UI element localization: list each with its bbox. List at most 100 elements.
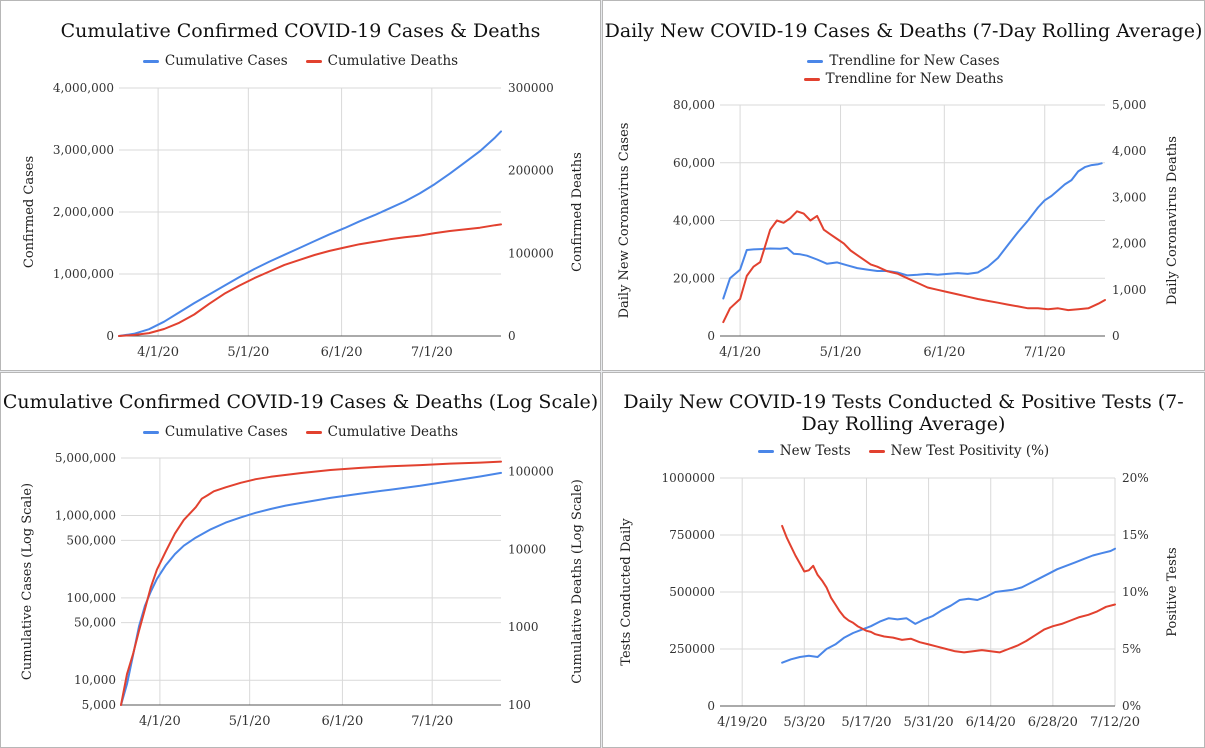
series-line-blue <box>781 547 1116 664</box>
chart-title: Cumulative Confirmed COVID-19 Cases & De… <box>2 391 599 413</box>
y2-axis-title: Cumulative Deaths (Log Scale) <box>570 479 585 684</box>
legend-item-cases[interactable]: Cumulative Cases <box>142 424 288 440</box>
y2-tick-label: 4,000 <box>1112 144 1146 158</box>
x-tick-label: 4/1/20 <box>719 345 761 360</box>
y-tick-label: 100,000 <box>66 591 116 605</box>
legend-swatch-deaths <box>803 77 820 81</box>
chart-legend: Cumulative Cases Cumulative Deaths <box>1 424 600 440</box>
y-tick-label: 60,000 <box>673 156 715 170</box>
legend-label: Cumulative Cases <box>164 53 288 69</box>
x-tick-label: 6/28/20 <box>1028 715 1078 730</box>
x-tick-label: 5/17/20 <box>841 715 891 730</box>
y2-tick-label: 1000 <box>508 620 539 634</box>
y2-axis-title: Daily Coronavirus Deaths <box>1165 136 1180 305</box>
legend-swatch-cases <box>142 430 159 434</box>
y-tick-label: 250000 <box>669 642 715 656</box>
y-tick-label: 80,000 <box>673 98 715 112</box>
legend-item-deaths[interactable]: Trendline for New Deaths <box>803 71 1004 87</box>
y-tick-label: 0 <box>707 699 715 713</box>
legend-item-tests[interactable]: New Tests <box>757 443 851 459</box>
y2-tick-label: 10% <box>1122 585 1149 599</box>
series-line-red <box>120 460 502 706</box>
x-tick-label: 5/3/20 <box>783 715 825 730</box>
chart-title: Cumulative Confirmed COVID-19 Cases & De… <box>60 20 541 42</box>
series-line-red <box>118 223 502 337</box>
y2-tick-label: 3,000 <box>1112 190 1146 204</box>
y2-tick-label: 300000 <box>508 81 554 95</box>
y2-tick-label: 5,000 <box>1112 98 1146 112</box>
legend-item-deaths[interactable]: Cumulative Deaths <box>305 424 459 440</box>
y2-tick-label: 10000 <box>508 542 546 556</box>
series-line-red <box>722 210 1106 324</box>
chart-plot-area[interactable]: 4/1/20 5/1/20 6/1/20 7/1/20 5,000 10,000 50,00… <box>1 373 600 747</box>
chart-plot-area[interactable]: 4/1/20 5/1/20 6/1/20 7/1/20 0 20,000 40,000 60,… <box>603 1 1204 370</box>
y-tick-label: 10,000 <box>74 673 116 687</box>
legend-swatch-cases <box>807 59 824 63</box>
series-line-blue <box>120 471 502 706</box>
y2-axis-title: Confirmed Deaths <box>570 152 585 272</box>
y-tick-label: 5,000 <box>82 698 116 712</box>
y-tick-label: 5,000,000 <box>55 451 116 465</box>
chart-plot-area[interactable]: 4/1/20 5/1/20 6/1/20 7/1/20 0 1,000,000 2,000,… <box>1 1 600 370</box>
x-tick-label: 7/12/20 <box>1090 715 1140 730</box>
chart-panel-tests: Daily New COVID-19 Tests Conducted & Pos… <box>602 372 1205 748</box>
chart-legend: Cumulative Cases Cumulative Deaths <box>1 53 600 69</box>
y2-tick-label: 5% <box>1122 642 1141 656</box>
y-tick-label: 1,000,000 <box>55 509 116 523</box>
y2-tick-label: 100000 <box>508 465 554 479</box>
legend-label: New Tests <box>779 443 851 459</box>
chart-title: Daily New COVID-19 Cases & Deaths (7-Day… <box>604 20 1203 42</box>
y2-tick-label: 200000 <box>508 164 554 178</box>
y-tick-label: 2,000,000 <box>53 205 114 219</box>
y-tick-label: 750000 <box>669 528 715 542</box>
chart-panel-cumulative: Cumulative Confirmed COVID-19 Cases & De… <box>0 0 601 371</box>
y-tick-label: 500000 <box>669 585 715 599</box>
y-tick-label: 1,000,000 <box>53 267 114 281</box>
y2-tick-label: 100 <box>508 698 531 712</box>
chart-legend: New Tests New Test Positivity (%) <box>603 443 1204 459</box>
y2-tick-label: 0 <box>508 329 516 343</box>
y2-tick-label: 2,000 <box>1112 237 1146 251</box>
x-tick-label: 7/1/20 <box>1024 345 1066 360</box>
chart-plot-area[interactable]: 4/19/20 5/3/20 5/17/20 5/31/20 6/14/20 6/28/2… <box>603 373 1204 747</box>
x-tick-label: 6/1/20 <box>321 345 363 360</box>
x-tick-label: 5/1/20 <box>229 714 271 729</box>
y-axis-title: Tests Conducted Daily <box>619 518 634 666</box>
y-tick-label: 500,000 <box>66 533 116 547</box>
legend-swatch-cases <box>142 59 159 63</box>
y2-tick-label: 20% <box>1122 471 1149 485</box>
chart-legend: Trendline for New Cases Trendline for Ne… <box>603 53 1204 87</box>
y-tick-label: 0 <box>707 329 715 343</box>
y-tick-label: 3,000,000 <box>53 143 114 157</box>
legend-swatch-tests <box>757 449 774 453</box>
chart-panel-log: Cumulative Confirmed COVID-19 Cases & De… <box>0 372 601 748</box>
y2-tick-label: 100000 <box>508 246 554 260</box>
series-line-blue <box>118 130 502 337</box>
legend-label: Trendline for New Deaths <box>825 71 1004 87</box>
y-axis-title: Confirmed Cases <box>22 156 37 268</box>
y-tick-label: 0 <box>106 329 114 343</box>
legend-item-cases[interactable]: Cumulative Cases <box>142 53 288 69</box>
legend-item-cases[interactable]: Trendline for New Cases <box>807 53 1000 69</box>
y2-tick-label: 0 <box>1112 329 1120 343</box>
legend-label: New Test Positivity (%) <box>890 443 1050 459</box>
chart-panel-daily: Daily New COVID-19 Cases & Deaths (7-Day… <box>602 0 1205 371</box>
legend-item-deaths[interactable]: Cumulative Deaths <box>305 53 459 69</box>
x-tick-label: 5/1/20 <box>227 345 269 360</box>
x-tick-label: 5/1/20 <box>820 345 862 360</box>
y2-axis-title: Positive Tests <box>1165 547 1180 636</box>
series-line-red <box>781 524 1116 654</box>
legend-item-positivity[interactable]: New Test Positivity (%) <box>868 443 1050 459</box>
legend-swatch-deaths <box>305 59 322 63</box>
x-tick-label: 4/19/20 <box>717 715 767 730</box>
x-tick-label: 6/1/20 <box>923 345 965 360</box>
y2-tick-label: 0% <box>1122 699 1141 713</box>
legend-label: Cumulative Deaths <box>327 424 459 440</box>
legend-label: Cumulative Cases <box>164 424 288 440</box>
x-tick-label: 7/1/20 <box>411 714 453 729</box>
chart-title: Daily New COVID-19 Tests Conducted & Pos… <box>623 391 1184 435</box>
legend-label: Cumulative Deaths <box>327 53 459 69</box>
x-tick-label: 4/1/20 <box>139 714 181 729</box>
y-tick-label: 4,000,000 <box>53 81 114 95</box>
y2-tick-label: 15% <box>1122 528 1149 542</box>
